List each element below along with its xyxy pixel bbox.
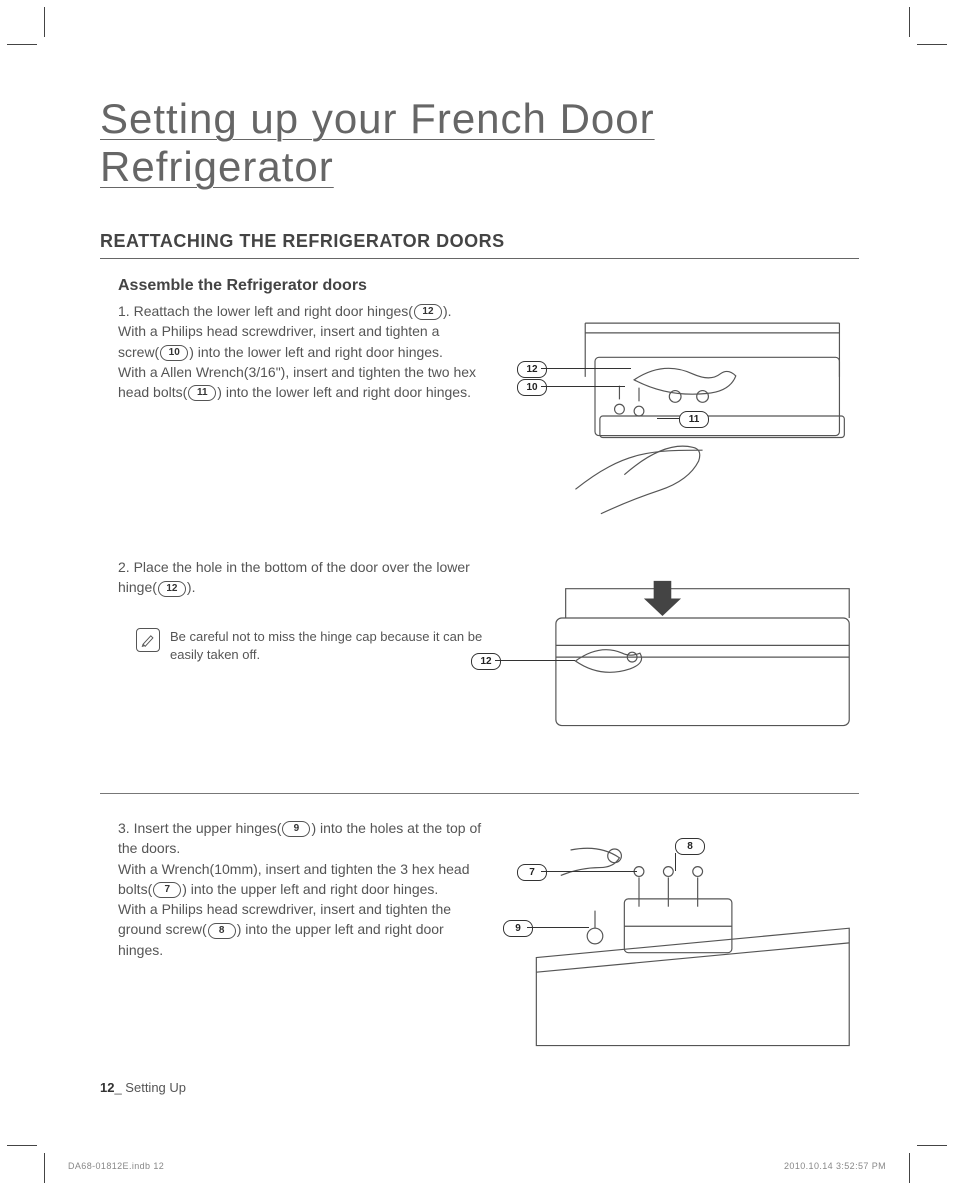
page-footer: 12_ Setting Up	[100, 1080, 186, 1095]
crop-mark	[44, 7, 45, 37]
step-2: 2. Place the hole in the bottom of the d…	[100, 557, 859, 767]
leader-line	[541, 386, 625, 387]
step-1: 1. Reattach the lower left and right doo…	[100, 301, 859, 531]
figure-label: 12	[471, 653, 501, 670]
leader-line	[541, 871, 637, 872]
crop-mark	[917, 1145, 947, 1146]
step-text: ) into the upper left and right door hin…	[182, 881, 438, 897]
leader-line	[541, 368, 631, 369]
crop-mark	[917, 44, 947, 45]
step-1-figure: 12 10 11	[507, 301, 859, 531]
part-marker: 10	[160, 345, 188, 361]
crop-mark	[909, 1153, 910, 1183]
step-text: ).	[187, 579, 196, 595]
divider	[100, 793, 859, 794]
crop-mark	[44, 1153, 45, 1183]
figure-label: 8	[675, 838, 705, 855]
sub-heading: Assemble the Refrigerator doors	[118, 277, 859, 295]
part-marker: 7	[153, 882, 181, 898]
step-text: ).	[443, 303, 452, 319]
figure-label: 10	[517, 379, 547, 396]
note-icon	[136, 628, 160, 652]
crop-mark	[7, 44, 37, 45]
part-marker: 8	[208, 923, 236, 939]
step-2-text: 2. Place the hole in the bottom of the d…	[118, 557, 483, 767]
step-number: 2.	[118, 559, 130, 575]
figure-label: 11	[679, 411, 709, 428]
leader-line	[495, 660, 575, 661]
section-heading: REATTACHING THE REFRIGERATOR DOORS	[100, 231, 859, 259]
step-3-figure: 7 8 9	[507, 818, 859, 1058]
step-1-text: 1. Reattach the lower left and right doo…	[118, 301, 483, 531]
step-3: 3. Insert the upper hinges(9) into the h…	[100, 818, 859, 1058]
crop-mark	[909, 7, 910, 37]
figure-label: 12	[517, 361, 547, 378]
step-text: ) into the lower left and right door hin…	[217, 384, 471, 400]
part-marker: 12	[414, 304, 442, 320]
figure-label: 9	[503, 920, 533, 937]
part-marker: 11	[188, 385, 216, 401]
leader-line	[675, 853, 676, 871]
step-text: Reattach the lower left and right door h…	[134, 303, 413, 319]
step-text: ) into the lower left and right door hin…	[189, 344, 443, 360]
step-text: Insert the upper hinges(	[134, 820, 282, 836]
print-meta-left: DA68-01812E.indb 12	[68, 1161, 164, 1171]
step-3-text: 3. Insert the upper hinges(9) into the h…	[118, 818, 483, 1058]
step-number: 1.	[118, 303, 130, 319]
page-number: 12	[100, 1080, 114, 1095]
leader-line	[657, 418, 679, 419]
footer-section: _ Setting Up	[114, 1080, 186, 1095]
note-text: Be careful not to miss the hinge cap bec…	[170, 628, 483, 666]
step-number: 3.	[118, 820, 130, 836]
leader-line	[527, 927, 589, 928]
page-title: Setting up your French Door Refrigerator	[100, 95, 859, 191]
crop-mark	[7, 1145, 37, 1146]
part-marker: 12	[158, 581, 186, 597]
part-marker: 9	[282, 821, 310, 837]
page-content: Setting up your French Door Refrigerator…	[100, 95, 859, 1095]
print-meta-right: 2010.10.14 3:52:57 PM	[784, 1161, 886, 1171]
figure-label: 7	[517, 864, 547, 881]
step-2-figure: 12	[507, 557, 859, 767]
note-box: Be careful not to miss the hinge cap bec…	[118, 628, 483, 666]
door-over-hinge-illustration	[507, 557, 859, 767]
